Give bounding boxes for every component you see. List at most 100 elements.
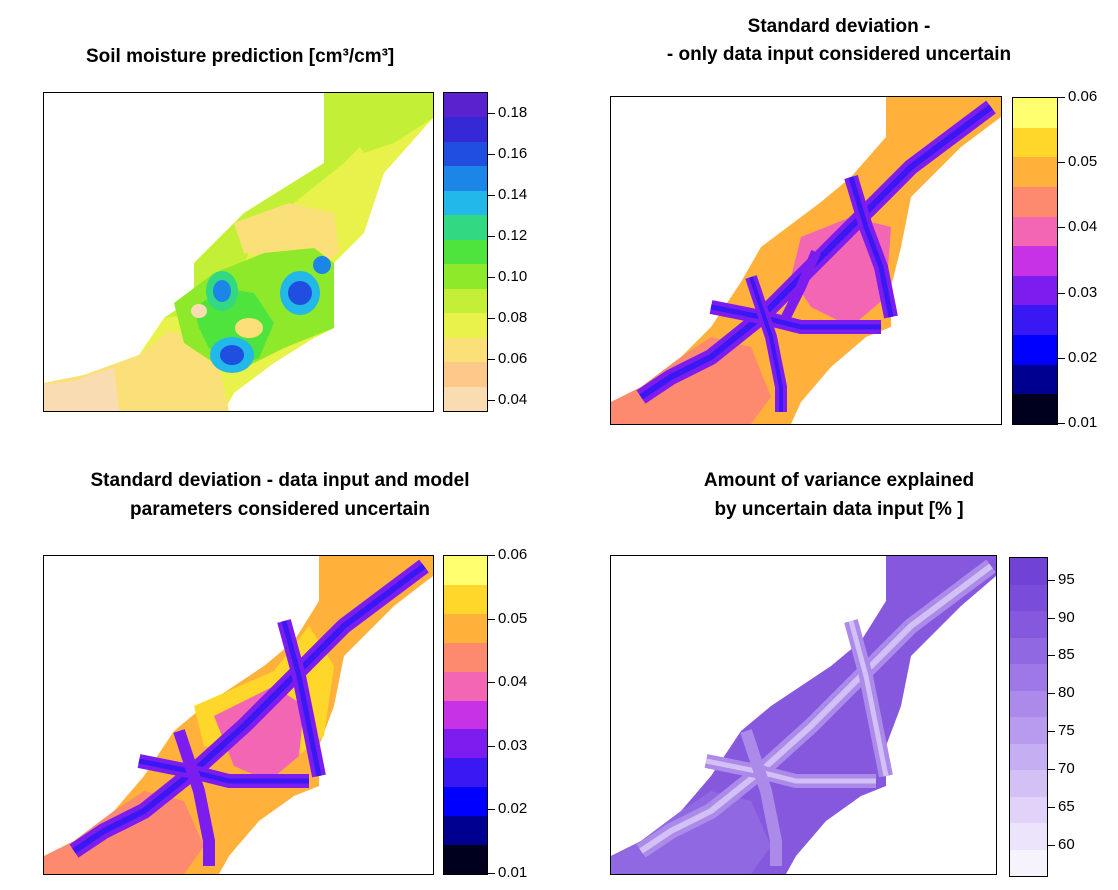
colorbar-segment <box>444 165 487 191</box>
colorbar-tick-label: 80 <box>1058 684 1075 702</box>
colorbar-segment <box>1013 334 1057 365</box>
colorbar-segment <box>1013 364 1057 395</box>
colorbar-segment <box>1013 97 1057 128</box>
colorbar-tick <box>1058 292 1065 294</box>
map-area <box>43 555 434 875</box>
colorbar-tick <box>488 194 495 196</box>
colorbar-segment <box>1010 743 1047 770</box>
colorbar-segment <box>1013 245 1057 276</box>
colorbar-tick-label: 75 <box>1058 722 1075 740</box>
map-area <box>43 92 434 412</box>
colorbar-tick <box>488 153 495 155</box>
chart-title: Soil moisture prediction [cm³/cm³] <box>86 46 395 67</box>
colorbar-segment <box>444 141 487 167</box>
colorbar-tick <box>1048 806 1055 808</box>
colorbar-tick-label: 0.05 <box>1068 153 1098 171</box>
colorbar-tick <box>1048 769 1055 770</box>
variance-explained-map <box>611 556 996 874</box>
colorbar-tick <box>488 873 495 874</box>
colorbar-tick <box>1048 731 1055 733</box>
colorbar-segment <box>1010 557 1047 585</box>
colorbar-segment <box>444 555 487 585</box>
colorbar-tick <box>1048 693 1055 695</box>
colorbar-segment <box>1013 275 1057 306</box>
colorbar-tick <box>1048 579 1055 581</box>
colorbar-tick-label: 0.02 <box>498 800 528 818</box>
colorbar-segment <box>1013 186 1057 217</box>
colorbar-segment <box>1010 584 1047 611</box>
colorbar-tick <box>488 317 495 319</box>
colorbar-segment <box>444 214 487 240</box>
colorbar-tick-label: 90 <box>1058 608 1075 626</box>
chart-title-line-1: Standard deviation - data input and mode… <box>90 470 470 491</box>
colorbar-segment <box>444 92 487 118</box>
colorbar-segment <box>444 613 487 643</box>
colorbar-segment <box>444 786 487 817</box>
colorbar-segment <box>444 728 487 759</box>
map-area <box>610 555 997 875</box>
colorbar-segment <box>1010 796 1047 823</box>
colorbar-tick-label: 70 <box>1058 760 1075 777</box>
colorbar-segment <box>1010 610 1047 638</box>
colorbar-segment <box>1010 716 1047 744</box>
colorbar-tick-label: 0.18 <box>498 103 528 121</box>
colorbar-tick-label: 65 <box>1058 797 1075 815</box>
colorbar-segment <box>444 700 487 730</box>
sd-data-input-map <box>611 97 1001 424</box>
colorbar <box>443 555 488 875</box>
colorbar-tick <box>1058 162 1065 164</box>
colorbar-segment <box>444 757 487 788</box>
colorbar-tick-label: 0.08 <box>498 308 528 326</box>
colorbar-tick-label: 0.02 <box>1068 348 1098 366</box>
colorbar-segment <box>444 263 487 289</box>
colorbar-segment <box>1010 769 1047 797</box>
colorbar-segment <box>444 584 487 614</box>
sd-data-and-params-map <box>44 556 433 874</box>
colorbar-segment <box>1013 127 1057 158</box>
sd-data-and-params-panel: Standard deviation - data input and mode… <box>0 445 560 890</box>
colorbar-segment <box>444 312 487 338</box>
variance-explained-panel: Amount of variance explained by uncertai… <box>560 445 1118 890</box>
colorbar-tick-label: 0.01 <box>498 864 528 881</box>
chart-title-line-1: Amount of variance explained <box>703 470 975 491</box>
colorbar-tick-label: 60 <box>1058 835 1075 853</box>
colorbar-segment <box>1010 849 1047 876</box>
colorbar-tick-label: 0.05 <box>498 609 528 627</box>
colorbar-tick-label: 0.06 <box>498 349 528 367</box>
colorbar-tick <box>488 358 495 360</box>
colorbar-tick <box>1048 844 1055 846</box>
chart-title-line-1: Standard deviation - <box>747 16 931 37</box>
colorbar-tick-label: 95 <box>1058 570 1075 588</box>
soil-moisture-map <box>44 93 433 411</box>
colorbar-tick <box>488 276 495 278</box>
colorbar-segment <box>1013 304 1057 336</box>
colorbar-segment <box>444 844 487 874</box>
soil-moisture-panel: Soil moisture prediction [cm³/cm³] 0.18 0… <box>0 0 560 445</box>
colorbar-tick <box>1048 655 1055 657</box>
colorbar-segment <box>444 239 487 265</box>
colorbar-tick <box>1058 97 1065 98</box>
colorbar-segment <box>444 815 487 846</box>
colorbar-tick <box>488 555 495 556</box>
colorbar-segment <box>1010 690 1047 717</box>
colorbar <box>443 92 488 412</box>
colorbar-tick-label: 85 <box>1058 646 1075 664</box>
colorbar-segment <box>1010 663 1047 691</box>
colorbar-segment <box>444 190 487 216</box>
colorbar <box>1009 557 1048 877</box>
chart-title-line-2: by uncertain data input [% ] <box>714 499 964 520</box>
chart-title-line-2: - only data input considered uncertain <box>666 44 1012 65</box>
colorbar-segment <box>1013 216 1057 247</box>
colorbar-segment <box>444 288 487 314</box>
colorbar-tick-label: 0.06 <box>1068 88 1098 105</box>
colorbar-segment <box>444 361 487 387</box>
colorbar-tick-label: 0.14 <box>498 185 528 203</box>
colorbar-tick <box>488 112 495 114</box>
colorbar-tick-label: 0.03 <box>1068 283 1098 301</box>
colorbar-tick-label: 0.01 <box>1068 414 1098 431</box>
map-area <box>610 96 1002 425</box>
colorbar-tick-label: 0.16 <box>498 144 528 162</box>
colorbar-segment <box>444 337 487 363</box>
colorbar-tick <box>488 235 495 237</box>
colorbar-segment <box>1013 393 1057 424</box>
